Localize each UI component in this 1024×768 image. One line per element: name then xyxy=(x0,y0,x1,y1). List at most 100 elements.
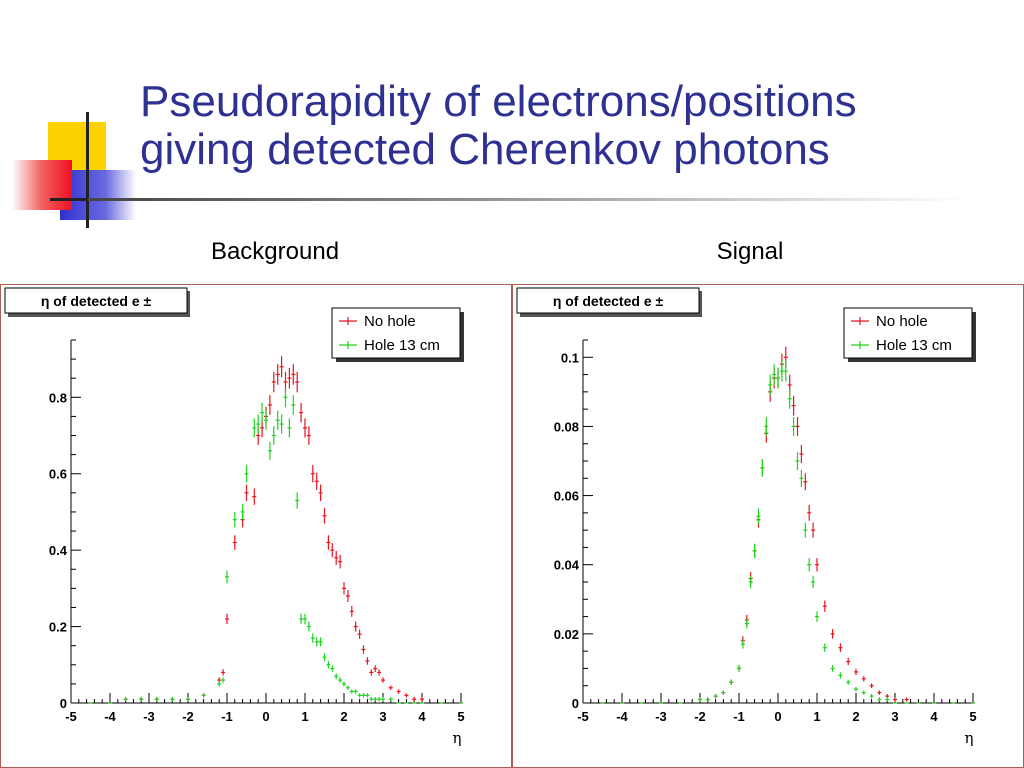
data-point xyxy=(783,360,788,382)
data-point xyxy=(404,693,409,698)
blue-square xyxy=(60,170,136,220)
data-point xyxy=(267,395,272,415)
signal-chart-panel: η of detected e ± -5 -4 -3 -2 -1 0 1 2 3 4 5 0 0.02 0.… xyxy=(512,284,1024,768)
data-point xyxy=(768,374,773,396)
data-point xyxy=(877,690,882,695)
x-tick-label: -2 xyxy=(694,709,706,724)
title-underline xyxy=(88,198,968,201)
series-hole-13cm xyxy=(600,360,975,704)
chart-title-box: η of detected e ± xyxy=(4,287,190,317)
y-tick-label: 0 xyxy=(572,696,579,711)
data-point xyxy=(799,445,804,464)
data-point xyxy=(225,613,229,625)
data-point xyxy=(807,557,812,572)
legend-label: No hole xyxy=(876,313,928,330)
data-point xyxy=(377,669,382,676)
data-point xyxy=(342,681,346,687)
data-point xyxy=(314,637,319,647)
data-point xyxy=(334,550,339,565)
data-point xyxy=(318,484,323,502)
data-point xyxy=(779,360,784,382)
data-point xyxy=(221,677,226,683)
data-point xyxy=(811,522,816,538)
title-box-frame xyxy=(4,287,188,314)
slide-title: Pseudorapidity of electrons/positions gi… xyxy=(140,78,1000,174)
data-point xyxy=(322,507,327,524)
data-point xyxy=(310,465,315,483)
data-point xyxy=(326,661,331,669)
data-point xyxy=(737,665,741,672)
data-point xyxy=(287,418,292,438)
y-tick-label: 0.04 xyxy=(554,558,580,573)
y-tick-label: 0.06 xyxy=(554,489,579,504)
y-tick-label: 0.1 xyxy=(561,350,579,365)
data-point xyxy=(271,371,276,393)
data-point xyxy=(369,697,374,702)
data-point xyxy=(303,418,307,438)
chart-title: η of detected e ± xyxy=(553,293,664,309)
title-box-frame xyxy=(516,287,700,314)
data-point xyxy=(877,697,882,702)
data-point xyxy=(353,689,358,694)
data-point xyxy=(807,504,812,521)
data-point xyxy=(299,613,304,625)
data-point xyxy=(838,643,843,652)
data-point xyxy=(869,693,874,699)
y-tick-label: 0.8 xyxy=(49,390,67,405)
x-tick-label: 3 xyxy=(379,709,386,724)
x-axis-label: η xyxy=(965,729,974,747)
data-point xyxy=(748,575,753,589)
data-point xyxy=(830,665,835,672)
data-point xyxy=(904,697,909,702)
data-point xyxy=(139,697,144,702)
data-point xyxy=(303,613,307,625)
data-point xyxy=(345,590,350,602)
data-point xyxy=(357,693,362,698)
data-point xyxy=(279,414,284,434)
data-point xyxy=(330,665,335,672)
data-point xyxy=(256,414,261,434)
data-point xyxy=(381,697,385,702)
data-point xyxy=(772,364,777,385)
data-point xyxy=(795,452,800,470)
data-point xyxy=(811,575,816,589)
data-point xyxy=(252,418,257,438)
data-point xyxy=(713,693,718,699)
x-tick-label: -5 xyxy=(65,709,77,724)
series-no-hole xyxy=(600,346,975,704)
data-point xyxy=(361,645,366,654)
data-point xyxy=(275,410,280,430)
data-point xyxy=(815,557,819,572)
data-point xyxy=(287,367,292,389)
x-tick-label: 4 xyxy=(418,709,426,724)
data-point xyxy=(291,364,296,385)
data-point xyxy=(353,621,358,632)
data-point xyxy=(846,679,851,685)
data-point xyxy=(291,395,296,415)
x-tick-label: 5 xyxy=(969,709,976,724)
data-point xyxy=(326,535,331,550)
data-point xyxy=(420,697,424,702)
data-point xyxy=(232,535,237,550)
data-point xyxy=(349,605,354,617)
data-point xyxy=(306,621,311,632)
data-point xyxy=(295,492,300,509)
x-tick-label: 5 xyxy=(457,709,464,724)
title-line-2: giving detected Cherenkov photons xyxy=(140,125,830,174)
data-point xyxy=(330,543,335,558)
title-line-1: Pseudorapidity of electrons/positions xyxy=(140,77,857,126)
data-point xyxy=(244,465,249,483)
data-point xyxy=(299,402,304,423)
x-tick-label: -5 xyxy=(577,709,589,724)
data-point xyxy=(283,387,288,408)
data-point xyxy=(342,582,346,595)
vertical-line xyxy=(86,112,89,228)
data-point xyxy=(373,665,378,672)
data-point xyxy=(232,511,237,528)
x-tick-label: -1 xyxy=(221,709,233,724)
data-point xyxy=(338,677,343,683)
data-point xyxy=(369,669,374,676)
data-point xyxy=(334,673,339,680)
chart-legend: No hole Hole 13 cm xyxy=(843,307,976,362)
legend-label: No hole xyxy=(364,313,416,330)
